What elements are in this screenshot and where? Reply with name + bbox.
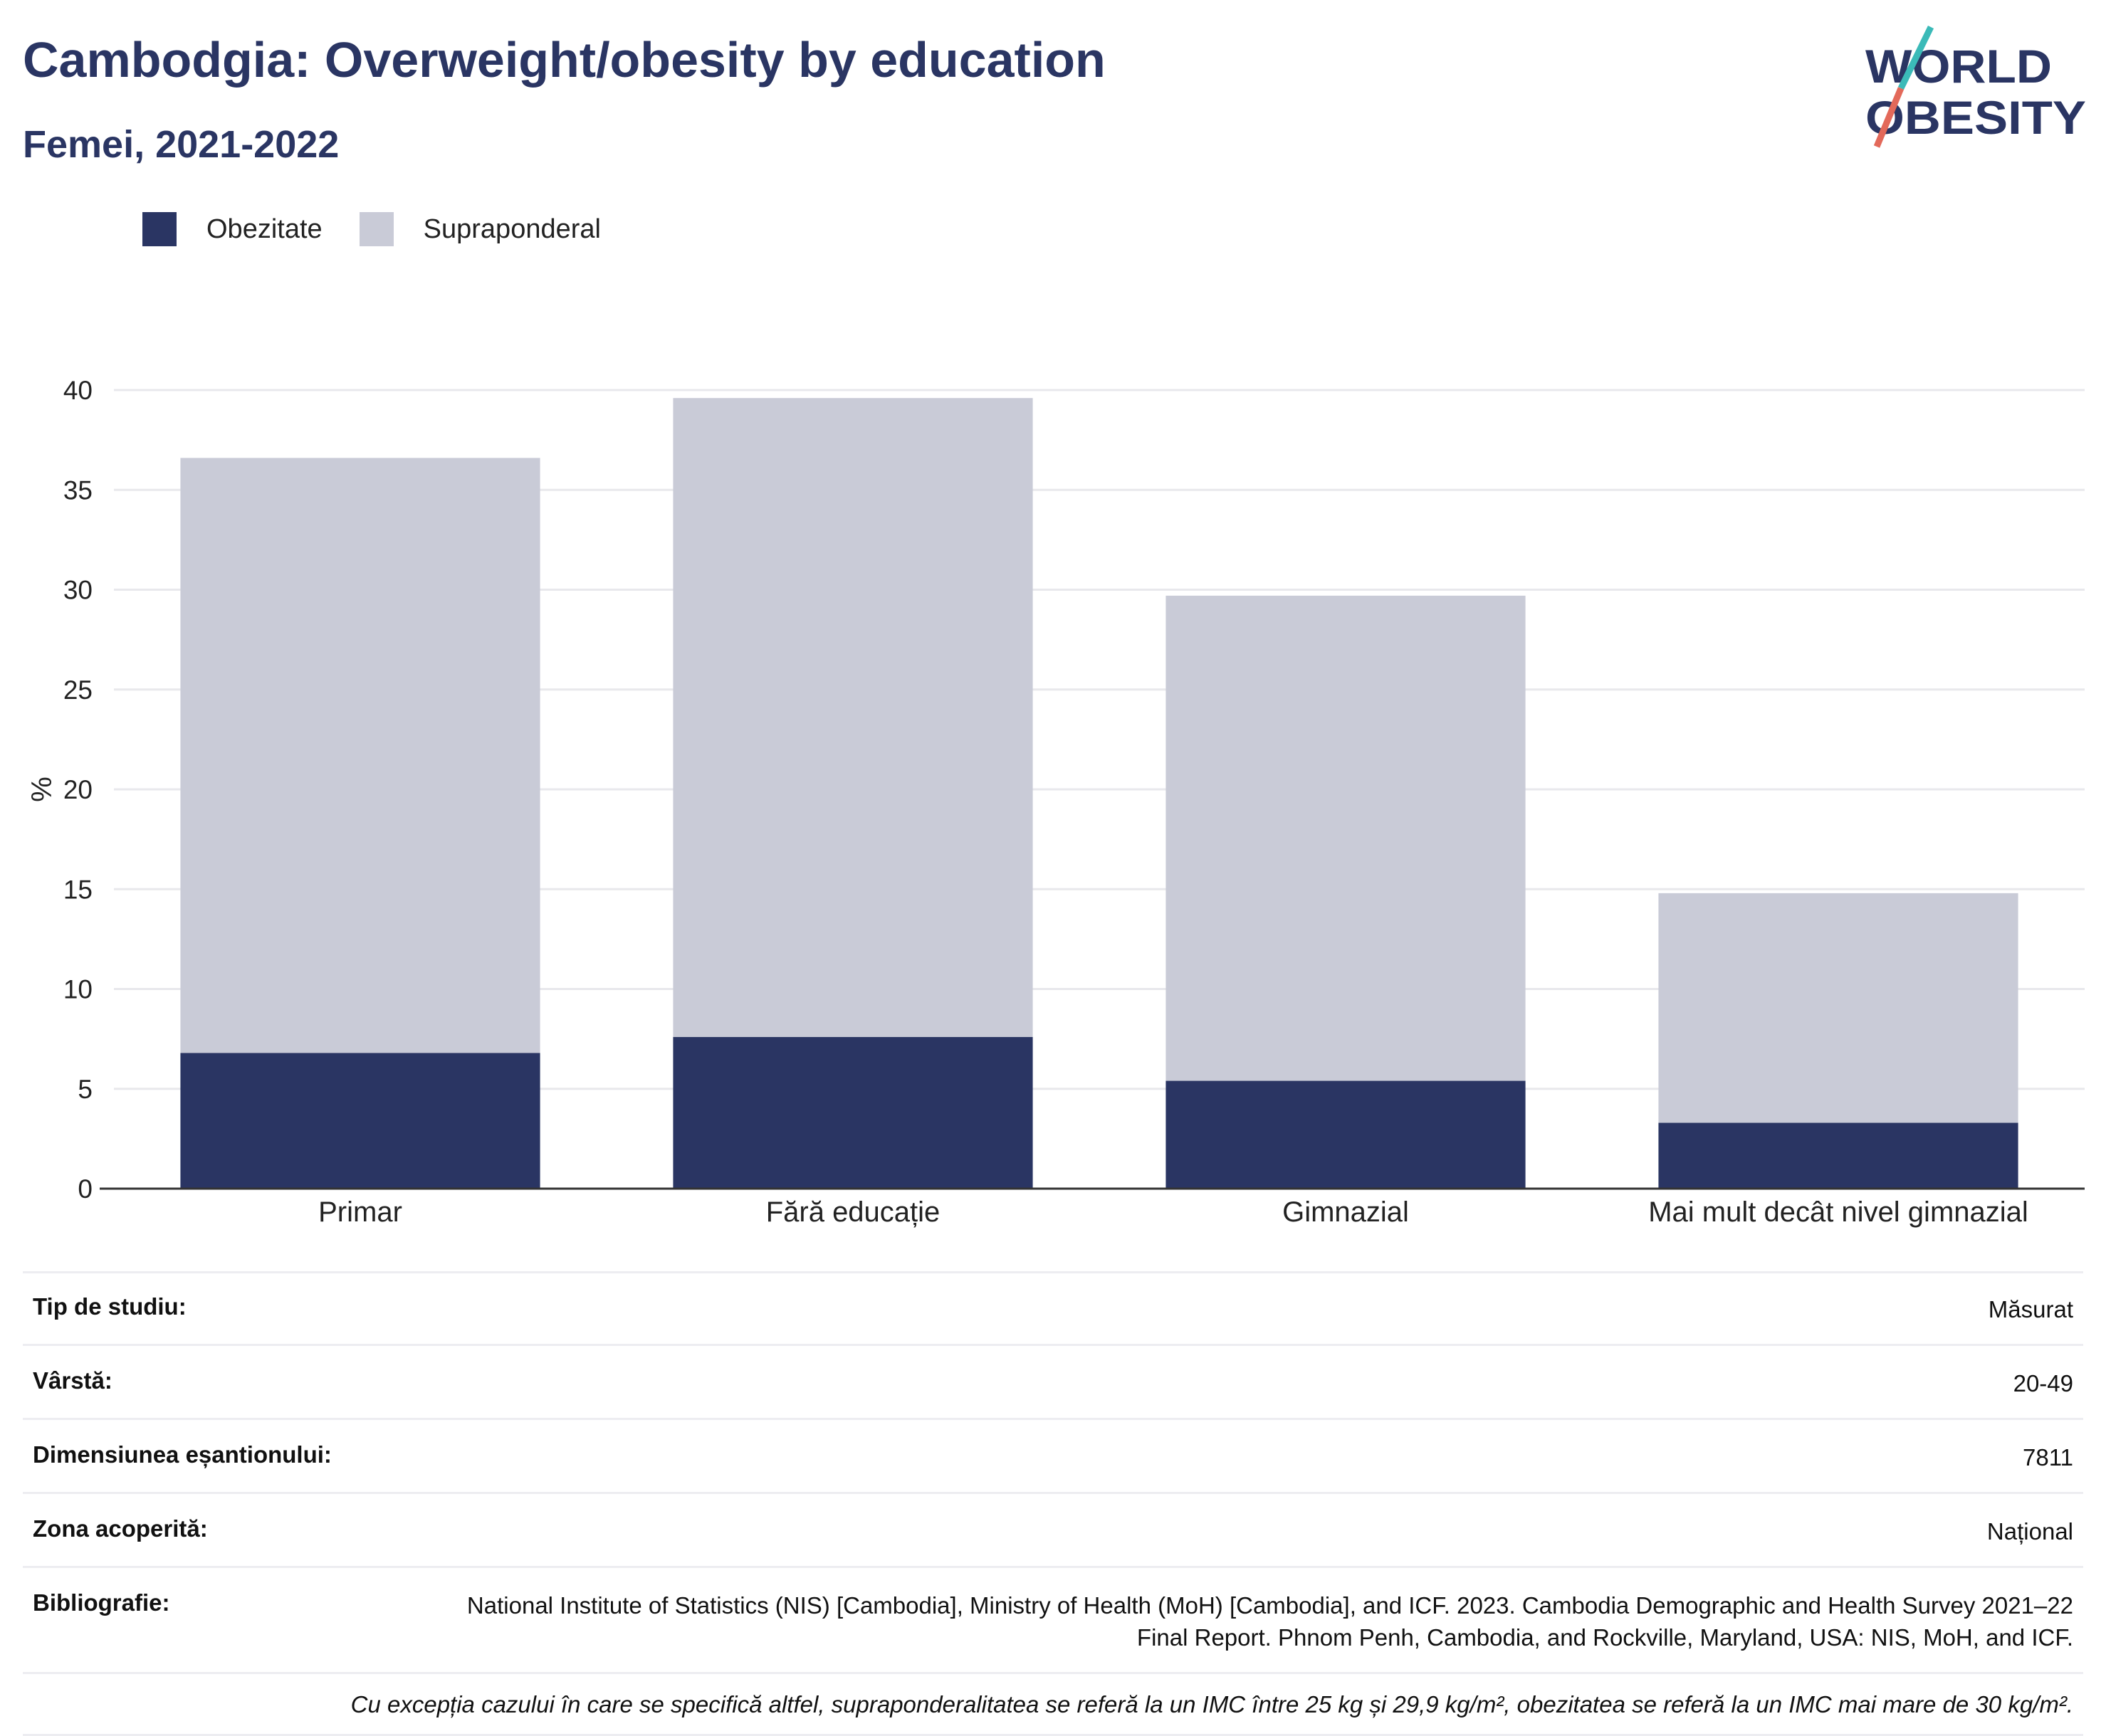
bar-obezitate bbox=[1658, 1122, 2018, 1189]
bar-supraponderal bbox=[1165, 595, 1526, 1081]
legend-item-supraponderal: Supraponderal bbox=[359, 212, 601, 246]
x-tick-label: Fără educație bbox=[766, 1196, 941, 1228]
info-value: 20-49 bbox=[2013, 1370, 2073, 1396]
legend-swatch-obezitate bbox=[142, 212, 177, 246]
x-tick-label: Primar bbox=[318, 1196, 402, 1228]
footnote: Cu excepția cazului în care se specifică… bbox=[23, 1672, 2083, 1736]
info-row-bibliography: Bibliografie: National Institute of Stat… bbox=[23, 1566, 2083, 1672]
y-tick-label: 35 bbox=[63, 475, 93, 505]
info-row-age: Vârstă: 20-49 bbox=[23, 1344, 2083, 1418]
y-tick-label: 25 bbox=[63, 675, 93, 705]
svg-text:WORLD: WORLD bbox=[1865, 40, 2052, 93]
y-tick-label: 30 bbox=[63, 576, 93, 605]
x-tick-label: Gimnazial bbox=[1282, 1196, 1409, 1228]
info-row-sample-size: Dimensiunea eșantionului: 7811 bbox=[23, 1418, 2083, 1492]
legend-label-obezitate: Obezitate bbox=[206, 214, 323, 244]
y-tick-label: 40 bbox=[63, 376, 93, 405]
world-obesity-logo: WORLD OBESITY bbox=[1865, 26, 2086, 148]
info-row-study-type: Tip de studiu: Măsurat bbox=[23, 1271, 2083, 1344]
chart-legend: Obezitate Supraponderal bbox=[142, 212, 638, 246]
y-tick-label: 15 bbox=[63, 875, 93, 904]
chart-title: Cambodgia: Overweight/obesity by educati… bbox=[23, 32, 1106, 88]
info-label: Tip de studiu: bbox=[33, 1293, 187, 1320]
bar-obezitate bbox=[1165, 1080, 1526, 1189]
chart-subtitle: Femei, 2021-2022 bbox=[23, 123, 340, 166]
info-label: Zona acoperită: bbox=[33, 1515, 208, 1542]
info-row-coverage: Zona acoperită: Național bbox=[23, 1492, 2083, 1566]
info-label: Vârstă: bbox=[33, 1367, 112, 1394]
bar-obezitate bbox=[673, 1036, 1033, 1189]
y-tick-label: 10 bbox=[63, 975, 93, 1004]
legend-swatch-supraponderal bbox=[359, 212, 394, 246]
info-value: Măsurat bbox=[1988, 1296, 2073, 1322]
svg-text:OBESITY: OBESITY bbox=[1865, 91, 2086, 144]
bar-chart: 0 5 10 15 20 25 30 35 40% Primar Fără educație Gimn… bbox=[26, 376, 2085, 1228]
legend-label-supraponderal: Supraponderal bbox=[423, 214, 601, 244]
info-value: Național bbox=[1986, 1518, 2073, 1545]
info-value: National Institute of Statistics (NIS) [… bbox=[466, 1592, 2073, 1651]
bar-supraponderal bbox=[673, 398, 1033, 1037]
info-label: Bibliografie: bbox=[33, 1589, 170, 1616]
info-table: Tip de studiu: Măsurat Vârstă: 20-49 Dim… bbox=[23, 1271, 2083, 1736]
y-axis-label: % bbox=[26, 777, 58, 802]
info-label: Dimensiunea eșantionului: bbox=[33, 1441, 332, 1468]
x-tick-label: Mai mult decât nivel gimnazial bbox=[1648, 1196, 2028, 1228]
bar-supraponderal bbox=[1658, 893, 2018, 1123]
info-value: 7811 bbox=[2023, 1444, 2073, 1471]
bar-supraponderal bbox=[180, 458, 540, 1053]
legend-item-obezitate: Obezitate bbox=[142, 212, 323, 246]
y-tick-label: 0 bbox=[78, 1174, 93, 1204]
y-tick-label: 5 bbox=[78, 1075, 93, 1104]
bar-obezitate bbox=[180, 1053, 540, 1189]
y-tick-label: 20 bbox=[63, 775, 93, 804]
